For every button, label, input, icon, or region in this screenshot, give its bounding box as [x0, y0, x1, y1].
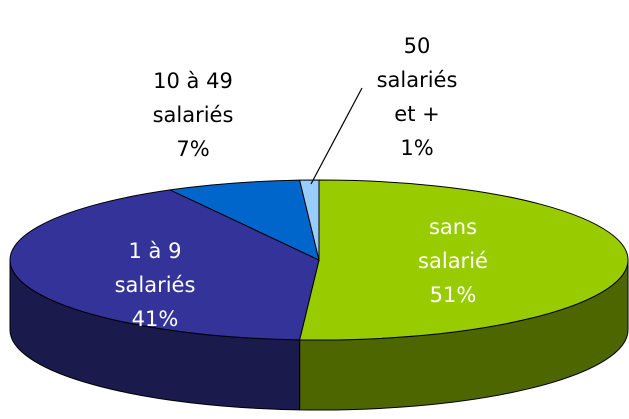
- slice-label: sans salarié 51%: [418, 210, 488, 312]
- slices: [9, 179, 629, 341]
- slice: [298, 179, 629, 341]
- category-label: 10 à 49 salariés: [152, 69, 234, 127]
- value-label: 41%: [131, 307, 179, 331]
- slice-label: 10 à 49 salariés 7%: [153, 64, 234, 166]
- category-label: 50 salariés et +: [376, 34, 458, 126]
- category-label: 1 à 9 salariés: [114, 239, 196, 297]
- slice-label: 1 à 9 salariés 41%: [115, 234, 196, 336]
- slice: [298, 179, 320, 261]
- value-label: 7%: [176, 137, 210, 161]
- slice: [9, 189, 320, 341]
- leader-line: [310, 87, 363, 185]
- slice: [168, 179, 320, 261]
- category-label: sans salarié: [418, 215, 488, 273]
- value-label: 51%: [429, 283, 477, 307]
- slice-label: 50 salariés et + 1%: [377, 29, 458, 165]
- value-label: 1%: [400, 136, 434, 160]
